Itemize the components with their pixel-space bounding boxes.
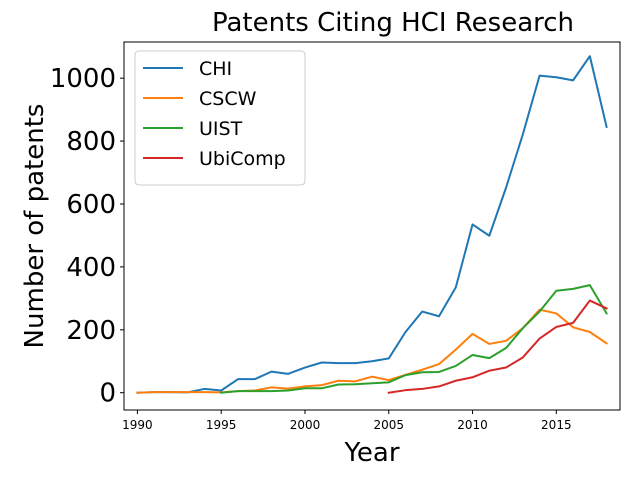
legend-label-ubicomp: UbiComp <box>199 148 286 170</box>
series-line-ubicomp <box>387 299 608 394</box>
x-tick-label: 1995 <box>206 418 237 432</box>
plot-frame <box>123 41 621 411</box>
y-axis-label: Number of patents <box>20 104 50 349</box>
legend-label-cscw: CSCW <box>199 88 257 110</box>
x-axis-label: Year <box>343 438 399 468</box>
y-tick-label: 1000 <box>50 64 116 94</box>
x-tick-label: 2015 <box>541 418 572 432</box>
y-tick-label: 200 <box>66 316 116 346</box>
y-tick-label: 0 <box>99 379 116 409</box>
x-tick-label: 2010 <box>457 418 488 432</box>
x-tick-label: 2005 <box>373 418 404 432</box>
chart-title: Patents Citing HCI Research <box>212 8 574 38</box>
y-tick-label: 600 <box>66 190 116 220</box>
series-line-chi <box>136 55 608 394</box>
legend-label-chi: CHI <box>199 58 232 80</box>
legend: CHI CSCW UIST UbiComp <box>134 50 306 186</box>
series-layer <box>136 55 608 394</box>
y-tick-label: 800 <box>66 127 116 157</box>
y-ticks: 0 200 400 600 800 1000 <box>50 64 124 409</box>
y-tick-label: 400 <box>66 253 116 283</box>
series-line-uist <box>220 284 608 394</box>
x-tick-label: 2000 <box>290 418 321 432</box>
x-tick-label: 1990 <box>122 418 153 432</box>
legend-label-uist: UIST <box>199 118 243 140</box>
legend-box <box>134 50 306 186</box>
x-ticks: 1990 1995 2000 2005 2010 2015 <box>122 410 572 432</box>
series-line-cscw <box>136 308 608 394</box>
